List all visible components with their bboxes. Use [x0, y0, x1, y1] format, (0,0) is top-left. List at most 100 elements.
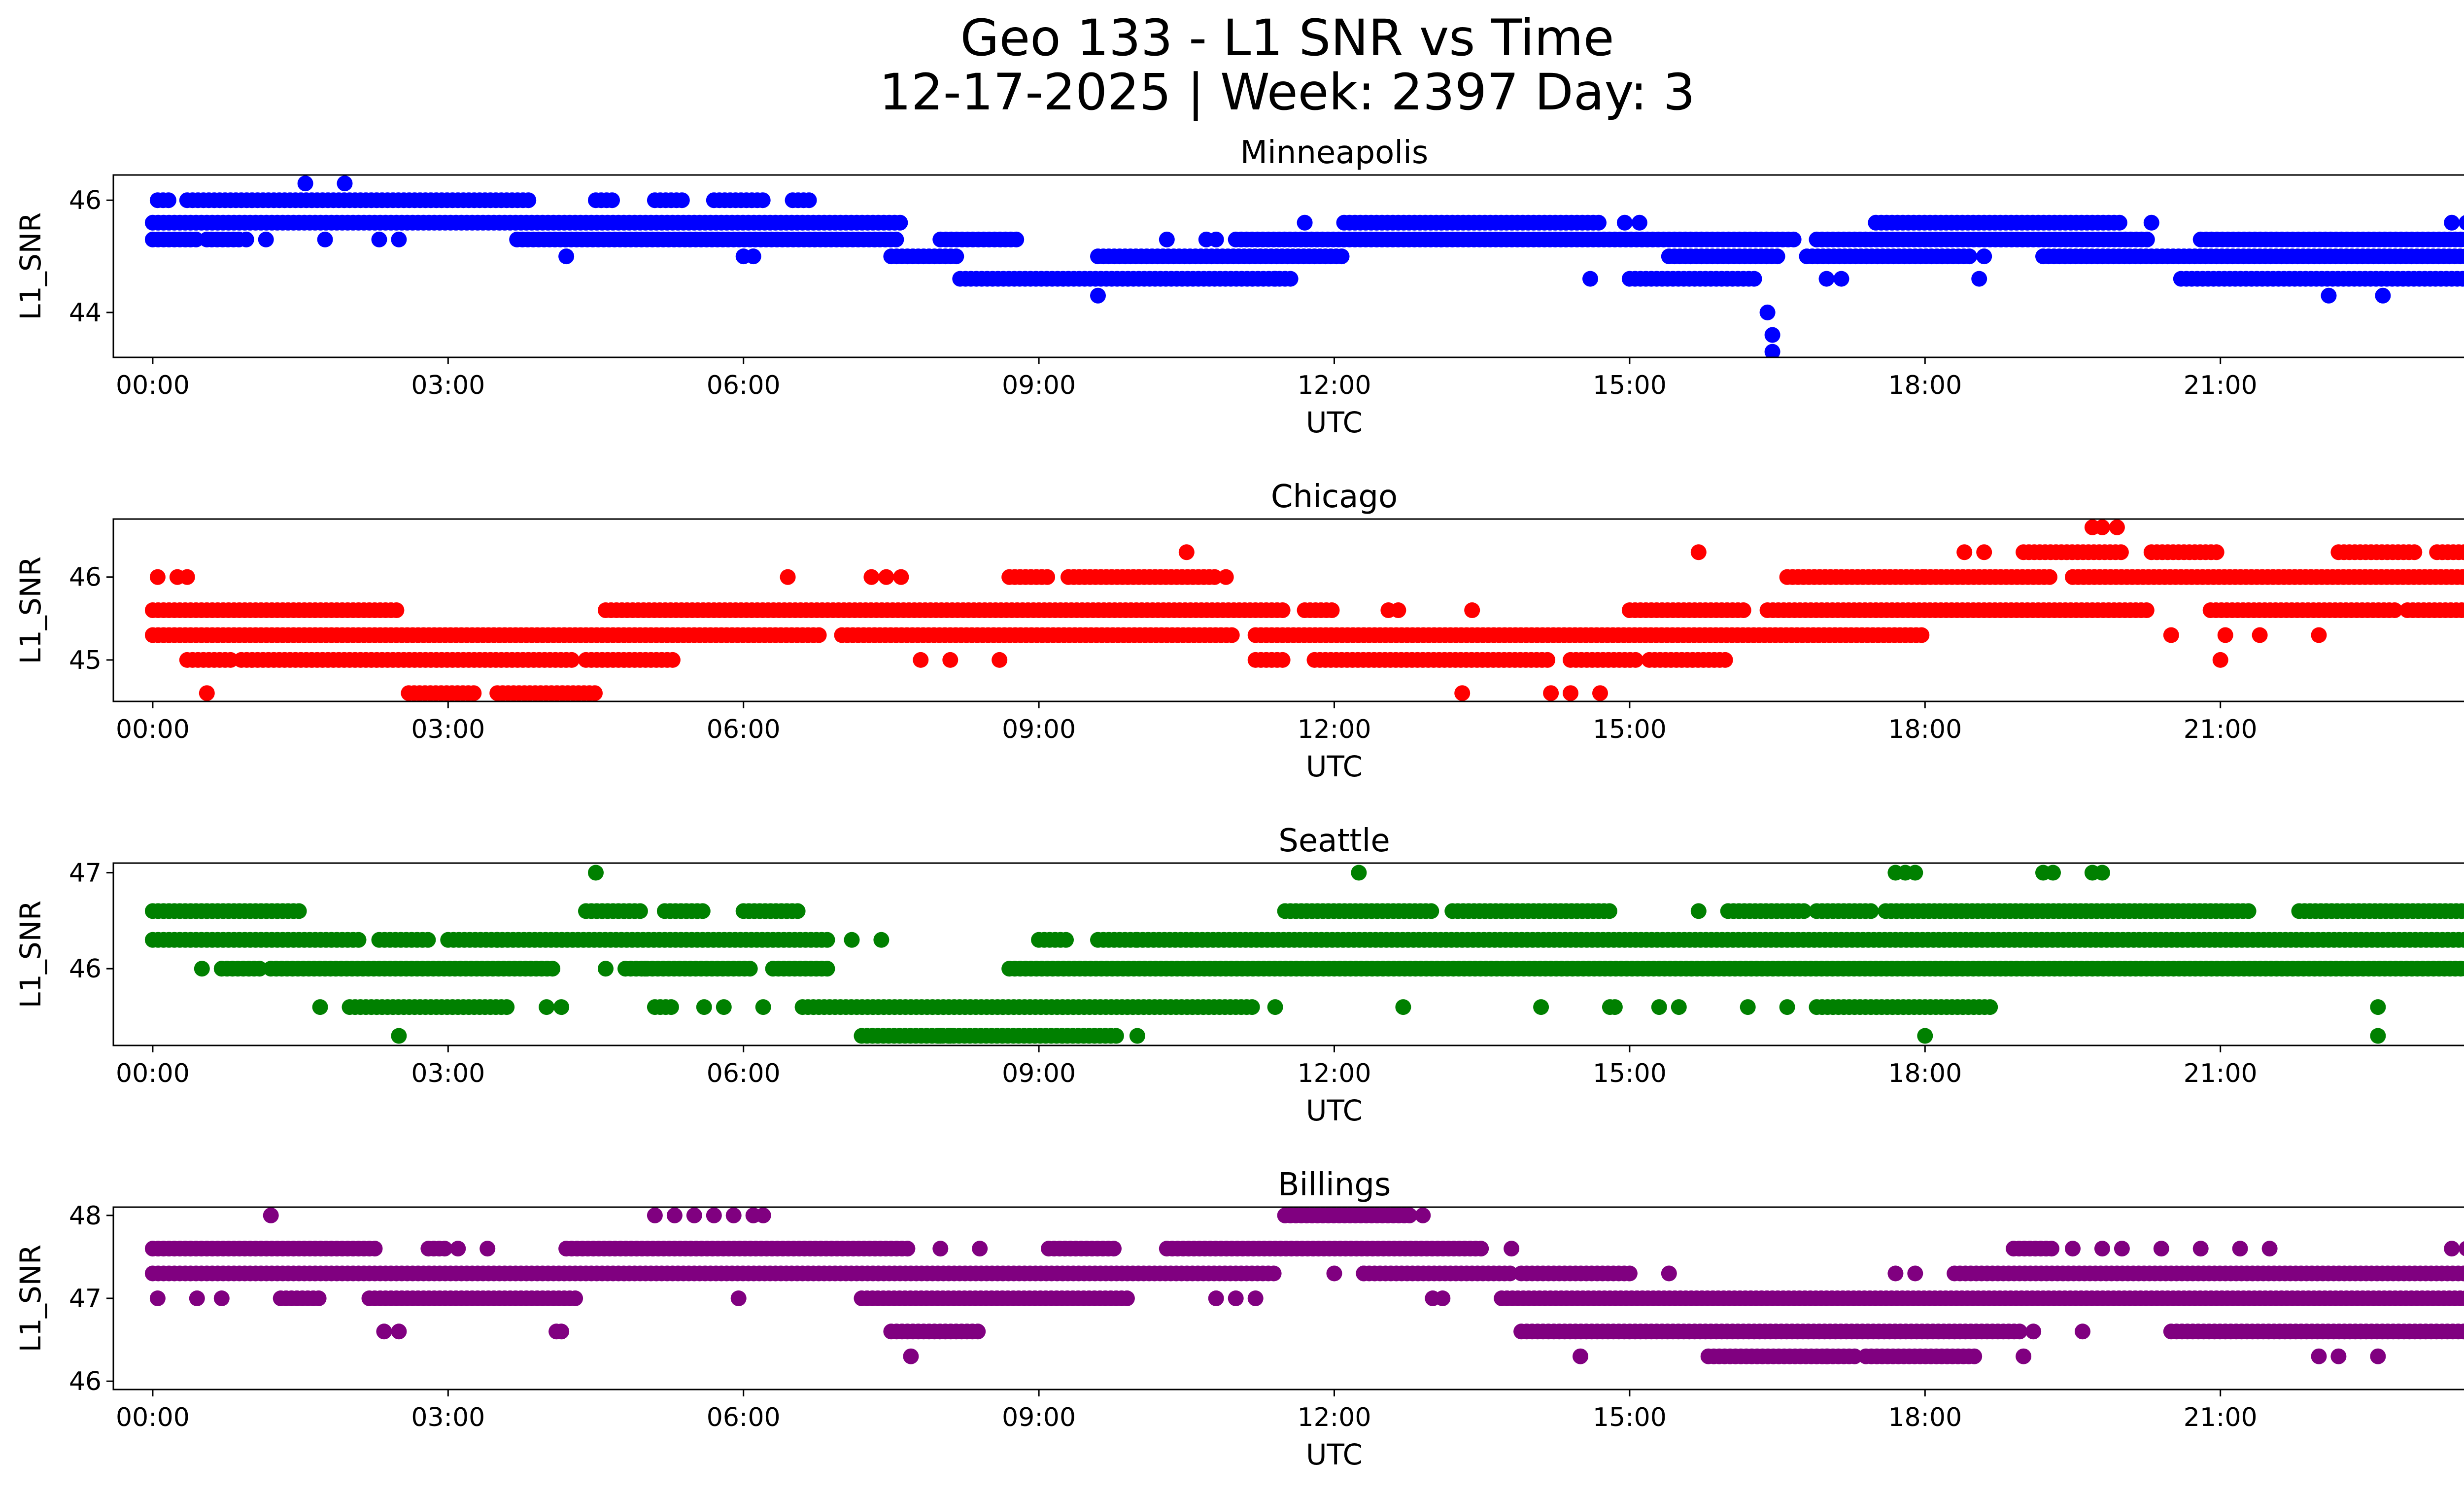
x-tick-label: 18:00: [1888, 1403, 1962, 1432]
x-tick-label: 00:00: [116, 715, 190, 744]
data-point: [479, 1241, 496, 1257]
data-point: [2444, 1241, 2460, 1257]
x-tick-label: 09:00: [1002, 715, 1076, 744]
x-axis-label: UTC: [1306, 406, 1363, 439]
data-point: [1395, 999, 1411, 1015]
data-point: [1402, 1207, 1418, 1223]
data-point: [716, 999, 732, 1015]
data-point: [674, 192, 690, 209]
data-point: [873, 932, 890, 948]
data-point: [604, 192, 620, 209]
data-point: [1616, 214, 1633, 231]
data-point: [863, 569, 880, 585]
y-tick-label: 47: [69, 1284, 102, 1314]
data-point: [238, 231, 254, 247]
data-point: [780, 569, 796, 585]
data-point: [2044, 1241, 2059, 1257]
data-point: [1818, 271, 1835, 287]
y-axis-label: L1_SNR: [14, 1245, 47, 1353]
x-tick-label: 12:00: [1298, 371, 1371, 400]
x-tick-label: 18:00: [1888, 715, 1962, 744]
data-point: [545, 961, 561, 977]
data-point: [2458, 248, 2464, 264]
x-tick-label: 15:00: [1593, 715, 1667, 744]
subplot-title: Seattle: [1278, 823, 1390, 859]
data-point: [2016, 1348, 2032, 1364]
subplot-title: Billings: [1278, 1167, 1391, 1203]
data-point: [1247, 1290, 1264, 1306]
data-point: [1717, 652, 1733, 668]
data-point: [1785, 231, 1802, 247]
data-point: [350, 932, 367, 948]
data-point: [1297, 214, 1313, 231]
data-point: [1178, 544, 1195, 560]
data-point: [520, 192, 537, 209]
y-tick-label: 48: [69, 1201, 102, 1231]
subplot-billings: 00:00 03:00 06:00 09:00 12:00 15:00 18:00 21:00…: [14, 1167, 2464, 1471]
data-point: [899, 1241, 916, 1257]
data-point: [942, 652, 958, 668]
data-point: [1671, 999, 1687, 1015]
data-point: [1224, 627, 1240, 643]
data-point: [1833, 271, 1849, 287]
data-point: [1601, 903, 1617, 919]
x-tick-label: 12:00: [1298, 1059, 1371, 1088]
data-point: [932, 1241, 949, 1257]
data-point: [1324, 602, 1340, 618]
data-point: [420, 932, 436, 948]
data-point: [745, 248, 761, 265]
data-point: [819, 961, 835, 977]
x-tick-label: 03:00: [411, 1059, 485, 1088]
data-point: [725, 1207, 742, 1223]
data-point: [1351, 865, 1367, 881]
data-point: [1917, 1028, 1933, 1044]
data-point: [1533, 999, 1549, 1015]
data-point: [558, 248, 575, 265]
data-point: [1764, 344, 1780, 357]
data-point: [1690, 544, 1707, 560]
data-point: [1796, 903, 1812, 919]
data-point: [391, 1323, 407, 1340]
data-point: [2370, 1028, 2386, 1044]
x-axis-label: UTC: [1306, 1094, 1363, 1127]
data-point: [2042, 569, 2057, 585]
data-point: [2094, 519, 2110, 535]
data-point: [2370, 1348, 2386, 1364]
data-point: [2045, 865, 2061, 881]
data-point: [2459, 603, 2464, 618]
data-point: [1764, 327, 1780, 343]
data-point: [1129, 1028, 1145, 1044]
data-point: [1473, 1241, 1489, 1257]
figure-title-line-2: 12-17-2025 | Week: 2397 Day: 3: [879, 63, 1695, 122]
data-point: [213, 1290, 230, 1306]
x-tick-label: 06:00: [707, 1059, 781, 1088]
data-point: [263, 1207, 279, 1223]
x-tick-label: 12:00: [1298, 715, 1371, 744]
data-point: [1206, 569, 1223, 585]
x-tick-label: 00:00: [116, 371, 190, 400]
data-point: [194, 961, 210, 977]
data-point: [892, 214, 908, 231]
data-point: [587, 685, 603, 701]
data-point: [1218, 569, 1234, 585]
data-point: [466, 685, 482, 701]
data-point: [1592, 685, 1608, 701]
y-axis-label: L1_SNR: [14, 901, 47, 1008]
data-point: [1464, 602, 1480, 618]
data-point: [1106, 1241, 1122, 1257]
data-point: [2387, 602, 2403, 618]
data-point: [2075, 1323, 2090, 1340]
data-point: [2311, 1348, 2327, 1364]
data-point: [2458, 961, 2464, 976]
data-point: [1746, 271, 1762, 287]
data-point: [1907, 1265, 1923, 1282]
data-point: [730, 1290, 747, 1306]
data-point: [1769, 248, 1785, 265]
data-point: [2444, 214, 2460, 231]
data-point: [1690, 903, 1707, 919]
data-point: [942, 1028, 958, 1044]
data-point: [2455, 271, 2464, 287]
data-point: [1573, 1348, 1588, 1364]
data-point: [2456, 1323, 2464, 1340]
